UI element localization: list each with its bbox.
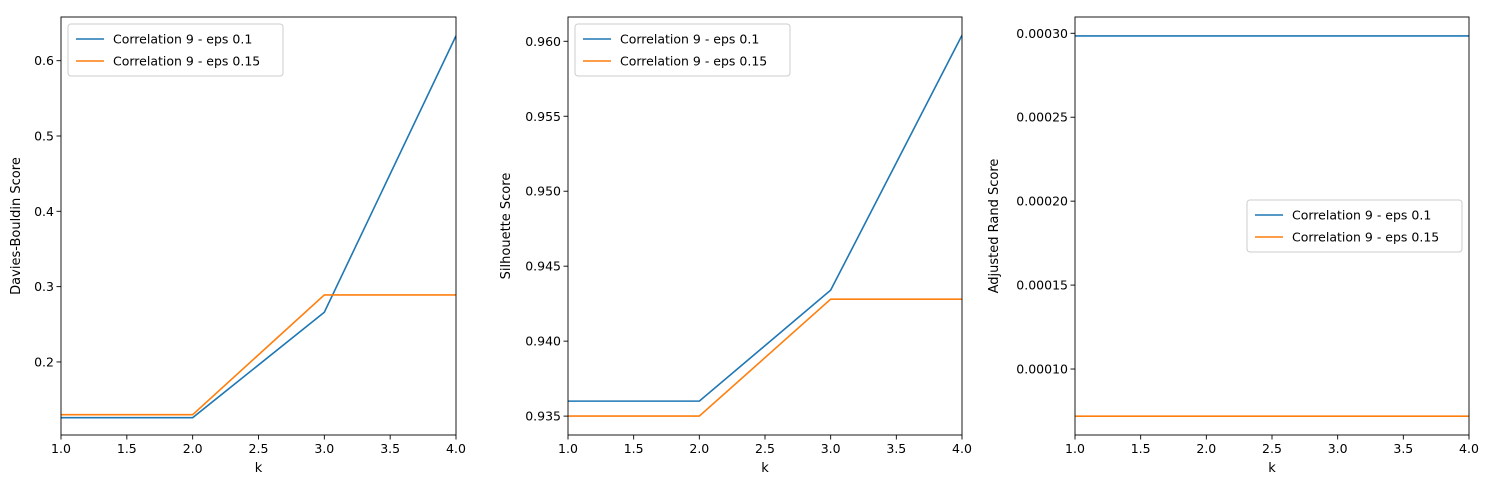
- y-tick-label: 0.950: [525, 184, 561, 199]
- y-tick-label: 0.00010: [1016, 362, 1068, 377]
- chart-panel-3: 1.0 1.5 2.0 2.5 3.0 3.5 4.0 0.00010 0.00015 0.000…: [987, 16, 1479, 476]
- x-tick-label: 4.0: [446, 441, 466, 456]
- y-tick-label: 0.4: [34, 204, 54, 219]
- x-tick-label: 2.0: [689, 441, 709, 456]
- y-tick-label: 0.3: [34, 279, 54, 294]
- legend-entry: Correlation 9 - eps 0.1: [1292, 208, 1431, 223]
- y-axis-label: Silhouette Score: [499, 173, 514, 280]
- y-tick-label: 0.945: [525, 259, 561, 274]
- x-tick-label: 1.5: [624, 441, 644, 456]
- x-tick-label: 1.5: [1131, 441, 1151, 456]
- x-axis-label: k: [761, 461, 769, 476]
- x-tick-label: 2.5: [755, 441, 775, 456]
- x-tick-label: 1.5: [117, 441, 137, 456]
- x-tick-label: 3.0: [314, 441, 334, 456]
- y-axis-label: Adjusted Rand Score: [987, 159, 1002, 294]
- x-tick-label: 2.0: [183, 441, 203, 456]
- y-axis-label: Davies-Bouldin Score: [9, 157, 24, 295]
- legend-box: [574, 23, 791, 77]
- legend-entry: Correlation 9 - eps 0.1: [113, 32, 252, 47]
- y-tick-label: 0.00020: [1016, 194, 1068, 209]
- y-tick-label: 0.6: [34, 53, 54, 68]
- series-line-2: [61, 294, 456, 416]
- x-tick-label: 1.0: [51, 441, 71, 456]
- legend-box: [1246, 199, 1463, 253]
- x-tick-label: 1.0: [558, 441, 578, 456]
- x-tick-label: 3.0: [821, 441, 841, 456]
- x-tick-label: 3.0: [1328, 441, 1348, 456]
- y-tick-label: 0.00025: [1016, 110, 1068, 125]
- x-tick-label: 2.5: [249, 441, 269, 456]
- x-tick-label: 3.5: [380, 441, 400, 456]
- x-tick-label: 3.5: [1393, 441, 1413, 456]
- chart-panel-1: 1.0 1.5 2.0 2.5 3.0 3.5 4.0 0.2 0.3 0.4 0.5 0.6 k Dav…: [9, 16, 466, 476]
- legend-box: [67, 23, 284, 77]
- legend-entry: Correlation 9 - eps 0.15: [1292, 230, 1439, 245]
- legend-entry: Correlation 9 - eps 0.15: [620, 54, 767, 69]
- series-line-1: [568, 34, 962, 402]
- x-tick-label: 3.5: [886, 441, 906, 456]
- y-tick-label: 0.5: [34, 128, 54, 143]
- x-tick-label: 4.0: [952, 441, 972, 456]
- series-line-2: [568, 298, 962, 417]
- legend-entry: Correlation 9 - eps 0.1: [620, 32, 759, 47]
- x-tick-label: 2.0: [1196, 441, 1216, 456]
- y-tick-label: 0.935: [525, 409, 561, 424]
- y-tick-label: 0.2: [34, 354, 54, 369]
- legend: Correlation 9 - eps 0.1 Correlation 9 - e…: [574, 23, 791, 77]
- x-axis-label: k: [255, 461, 263, 476]
- y-tick-label: 0.955: [525, 109, 561, 124]
- chart-panel-2: 1.0 1.5 2.0 2.5 3.0 3.5 4.0 0.935 0.940 0.945 0.95…: [499, 16, 972, 476]
- y-tick-label: 0.00030: [1016, 26, 1068, 41]
- legend: Correlation 9 - eps 0.1 Correlation 9 - e…: [67, 23, 284, 77]
- x-tick-label: 4.0: [1459, 441, 1479, 456]
- y-tick-label: 0.00015: [1016, 278, 1068, 293]
- y-tick-label: 0.940: [525, 334, 561, 349]
- x-axis-label: k: [1268, 461, 1276, 476]
- x-tick-label: 1.0: [1065, 441, 1085, 456]
- legend: Correlation 9 - eps 0.1 Correlation 9 - e…: [1246, 199, 1463, 253]
- x-tick-label: 2.5: [1262, 441, 1282, 456]
- series-line-1: [61, 35, 456, 419]
- legend-entry: Correlation 9 - eps 0.15: [113, 54, 260, 69]
- y-tick-label: 0.960: [525, 34, 561, 49]
